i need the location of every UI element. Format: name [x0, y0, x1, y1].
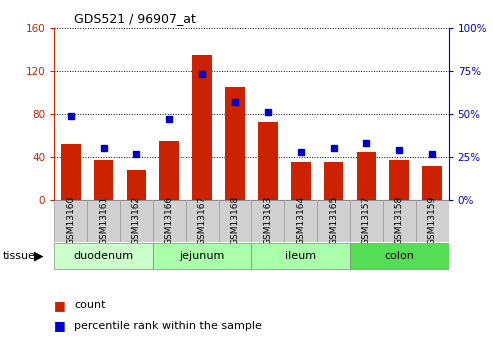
FancyBboxPatch shape: [251, 243, 350, 269]
FancyBboxPatch shape: [383, 200, 416, 242]
Text: ■: ■: [54, 299, 66, 312]
Text: GDS521 / 96907_at: GDS521 / 96907_at: [74, 12, 196, 25]
FancyBboxPatch shape: [350, 243, 449, 269]
Text: GSM13159: GSM13159: [428, 196, 437, 245]
Text: GSM13168: GSM13168: [231, 196, 240, 245]
Bar: [159, 141, 179, 200]
FancyBboxPatch shape: [120, 200, 153, 242]
FancyBboxPatch shape: [284, 200, 317, 242]
Bar: [389, 160, 409, 200]
Bar: [291, 162, 311, 200]
Text: count: count: [74, 300, 106, 310]
Bar: [94, 160, 113, 200]
FancyBboxPatch shape: [186, 200, 218, 242]
Text: GSM13163: GSM13163: [263, 196, 272, 245]
FancyBboxPatch shape: [350, 200, 383, 242]
Text: colon: colon: [385, 250, 414, 260]
FancyBboxPatch shape: [317, 200, 350, 242]
FancyBboxPatch shape: [416, 200, 449, 242]
FancyBboxPatch shape: [54, 200, 87, 242]
Bar: [356, 151, 376, 200]
FancyBboxPatch shape: [54, 243, 153, 269]
FancyBboxPatch shape: [218, 200, 251, 242]
Text: ileum: ileum: [285, 250, 317, 260]
FancyBboxPatch shape: [153, 200, 186, 242]
Text: ■: ■: [54, 319, 66, 333]
Text: GSM13158: GSM13158: [395, 196, 404, 245]
Bar: [127, 170, 146, 200]
Text: GSM13165: GSM13165: [329, 196, 338, 245]
Text: tissue: tissue: [2, 252, 35, 261]
Bar: [258, 122, 278, 200]
Bar: [61, 144, 80, 200]
Text: GSM13166: GSM13166: [165, 196, 174, 245]
Text: GSM13161: GSM13161: [99, 196, 108, 245]
Text: GSM13160: GSM13160: [66, 196, 75, 245]
FancyBboxPatch shape: [251, 200, 284, 242]
Text: duodenum: duodenum: [73, 250, 134, 260]
Bar: [423, 166, 442, 200]
Text: jejunum: jejunum: [179, 250, 225, 260]
Text: GSM13164: GSM13164: [296, 196, 305, 245]
Text: GSM13157: GSM13157: [362, 196, 371, 245]
Bar: [324, 162, 344, 200]
Bar: [192, 55, 212, 200]
FancyBboxPatch shape: [153, 243, 251, 269]
FancyBboxPatch shape: [87, 200, 120, 242]
Bar: [225, 87, 245, 200]
Text: GSM13162: GSM13162: [132, 196, 141, 245]
Text: ▶: ▶: [34, 250, 43, 263]
Text: percentile rank within the sample: percentile rank within the sample: [74, 321, 262, 331]
Text: GSM13167: GSM13167: [198, 196, 207, 245]
